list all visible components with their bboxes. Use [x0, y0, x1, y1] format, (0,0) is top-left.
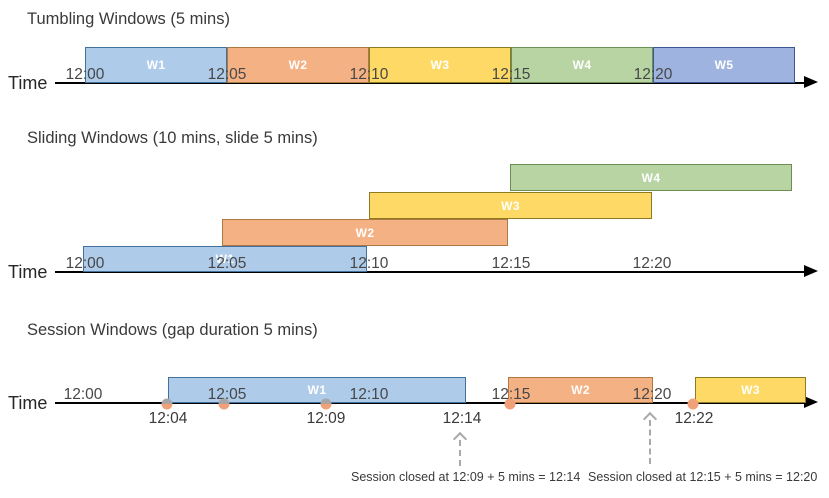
event-dot — [504, 398, 516, 410]
time-axis-label: Time — [8, 393, 48, 413]
event-dot — [161, 398, 173, 410]
time-axis-arrowhead — [804, 265, 818, 277]
event-time-label: 12:22 — [674, 410, 714, 427]
window-label: W5 — [714, 58, 734, 72]
sliding-window-w1: W1 — [83, 246, 367, 272]
event-time-label: 12:14 — [442, 410, 482, 427]
tick-label: 12:15 — [491, 255, 531, 272]
section-title: Tumbling Windows (5 mins) — [27, 10, 230, 28]
tumbling-window-w4: W4 — [511, 47, 653, 83]
tick-label: 12:15 — [491, 386, 531, 403]
session-window-w2: W2 — [508, 377, 653, 403]
section-title: Session Windows (gap duration 5 mins) — [27, 321, 318, 339]
time-axis-line — [55, 271, 806, 273]
tumbling-window-w3: W3 — [369, 47, 511, 83]
window-label: W1 — [215, 252, 235, 266]
tick-label: 12:10 — [349, 66, 389, 83]
window-label: W3 — [501, 198, 520, 213]
window-label: W4 — [641, 170, 661, 185]
window-label: W3 — [430, 58, 450, 72]
tick-label: 12:00 — [63, 386, 103, 403]
sliding-window-w3: W3 — [369, 192, 652, 219]
tick-label: 12:05 — [207, 255, 247, 272]
time-axis-arrowhead — [804, 396, 818, 408]
window-label: W3 — [741, 383, 760, 397]
tumbling-window-w2: W2 — [227, 47, 369, 83]
tick-label: 12:00 — [65, 66, 105, 83]
event-dot — [687, 398, 699, 410]
window-label: W1 — [307, 383, 327, 397]
event-time-label: 12:04 — [148, 410, 188, 427]
window-label: W4 — [572, 58, 592, 72]
window-label: W2 — [355, 225, 375, 240]
session-close-note: Session closed at 12:09 + 5 mins = 12:14 — [351, 470, 581, 484]
time-axis-line — [55, 82, 806, 84]
tumbling-window-w5: W5 — [653, 47, 795, 83]
tick-label: 12:05 — [207, 386, 247, 403]
sliding-window-w4: W4 — [510, 164, 792, 191]
dashed-arrow-line — [459, 440, 461, 466]
sliding-window-w2: W2 — [222, 219, 508, 246]
dashed-arrow-line — [649, 420, 651, 464]
tumbling-window-w1: W1 — [85, 47, 227, 83]
time-axis-line — [55, 402, 806, 404]
event-time-label: 12:09 — [306, 410, 346, 427]
time-axis-label: Time — [8, 262, 48, 282]
tick-label: 12:10 — [349, 255, 389, 272]
time-axis-arrowhead — [804, 76, 818, 88]
window-label: W2 — [571, 383, 590, 397]
tick-label: 12:20 — [633, 66, 673, 83]
tick-label: 12:15 — [491, 66, 531, 83]
session-close-note: Session closed at 12:15 + 5 mins = 12:20 — [588, 470, 818, 484]
tick-label: 12:05 — [207, 66, 247, 83]
tick-label: 12:10 — [349, 386, 389, 403]
event-dot — [218, 398, 230, 410]
window-label: W1 — [146, 58, 166, 72]
tick-label: 12:00 — [65, 255, 105, 272]
session-window-w3: W3 — [695, 377, 806, 403]
window-label: W2 — [288, 58, 308, 72]
section-title: Sliding Windows (10 mins, slide 5 mins) — [27, 129, 318, 147]
session-window-w1: W1 — [168, 377, 466, 403]
tick-label: 12:20 — [632, 386, 672, 403]
event-dot — [320, 398, 332, 410]
tick-label: 12:20 — [632, 255, 672, 272]
time-axis-label: Time — [8, 73, 48, 93]
